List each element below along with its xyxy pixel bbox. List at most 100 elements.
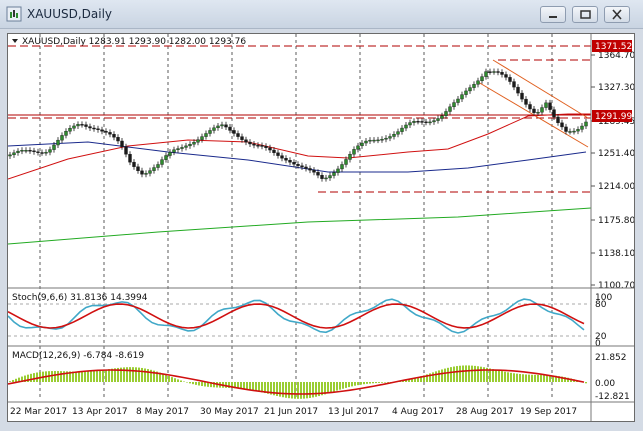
candle-body[interactable] [548, 102, 552, 110]
candle-body[interactable] [20, 150, 24, 152]
candle-body[interactable] [492, 71, 496, 73]
candle-body[interactable] [96, 128, 100, 130]
candle-body[interactable] [384, 137, 388, 140]
candle-body[interactable] [76, 124, 80, 127]
candle-body[interactable] [108, 132, 112, 135]
candle-body[interactable] [316, 172, 320, 176]
candle-body[interactable] [68, 127, 72, 132]
candle-body[interactable] [100, 129, 104, 132]
candle-body[interactable] [152, 167, 156, 171]
candle-body[interactable] [260, 145, 264, 147]
candle-body[interactable] [240, 136, 244, 140]
candle-body[interactable] [224, 124, 228, 128]
candle-body[interactable] [256, 145, 260, 147]
candle-body[interactable] [496, 71, 500, 73]
moving-average-red[interactable] [7, 113, 591, 180]
stoch-main-line[interactable] [7, 298, 585, 334]
window-titlebar[interactable]: XAUUSD,Daily [0, 0, 643, 29]
candle-body[interactable] [560, 122, 564, 128]
candle-body[interactable] [448, 106, 452, 112]
candle-body[interactable] [208, 130, 212, 134]
candle-body[interactable] [356, 145, 360, 150]
candle-body[interactable] [420, 121, 424, 123]
candle-body[interactable] [544, 102, 548, 108]
candle-body[interactable] [540, 107, 544, 113]
candle-body[interactable] [404, 124, 408, 129]
candle-body[interactable] [468, 87, 472, 92]
candle-body[interactable] [160, 159, 164, 165]
candle-body[interactable] [148, 170, 152, 174]
candle-body[interactable] [204, 133, 208, 137]
candle-body[interactable] [452, 102, 456, 108]
macd-signal-line[interactable] [7, 369, 585, 395]
candle-body[interactable] [232, 130, 236, 134]
candle-body[interactable] [476, 80, 480, 85]
candle-body[interactable] [132, 161, 136, 167]
candle-body[interactable] [508, 77, 512, 82]
candle-body[interactable] [464, 90, 468, 95]
candle-body[interactable] [536, 111, 540, 114]
candle-body[interactable] [156, 164, 160, 168]
candle-body[interactable] [488, 71, 492, 73]
channel-lower-line[interactable] [477, 81, 589, 148]
candle-body[interactable] [168, 151, 172, 156]
candle-body[interactable] [432, 120, 436, 123]
candle-body[interactable] [172, 149, 176, 153]
candle-body[interactable] [400, 127, 404, 132]
candle-body[interactable] [60, 135, 64, 141]
candle-body[interactable] [360, 142, 364, 147]
candle-body[interactable] [164, 155, 168, 160]
candle-body[interactable] [504, 74, 508, 78]
candle-body[interactable] [44, 152, 48, 154]
candle-body[interactable] [124, 146, 128, 155]
candle-body[interactable] [88, 126, 92, 129]
candle-body[interactable] [524, 98, 528, 105]
candle-body[interactable] [584, 121, 588, 127]
candle-body[interactable] [552, 109, 556, 118]
chart-area[interactable]: XAUUSD,Daily 1283.91 1293.90 1282.00 129… [7, 33, 635, 422]
candle-body[interactable] [48, 149, 52, 153]
candle-body[interactable] [412, 121, 416, 123]
candle-body[interactable] [196, 139, 200, 143]
candle-body[interactable] [480, 76, 484, 82]
candle-body[interactable] [472, 84, 476, 88]
candle-body[interactable] [220, 124, 224, 127]
candle-body[interactable] [272, 149, 276, 153]
candle-body[interactable] [104, 131, 108, 133]
candle-body[interactable] [428, 121, 432, 124]
macd-panel[interactable]: MACD(12,26,9) -6.784 -8.619 21.852 0.00 … [7, 351, 630, 402]
candle-body[interactable] [528, 104, 532, 110]
candle-body[interactable] [84, 124, 88, 127]
candle-body[interactable] [32, 150, 36, 153]
candle-body[interactable] [248, 141, 252, 145]
candle-body[interactable] [396, 131, 400, 135]
candle-body[interactable] [456, 98, 460, 103]
candle-body[interactable] [332, 172, 336, 176]
candle-body[interactable] [72, 125, 76, 129]
minimize-button[interactable] [540, 6, 566, 23]
candle-body[interactable] [128, 154, 132, 163]
candle-body[interactable] [388, 136, 392, 139]
candle-body[interactable] [212, 127, 216, 131]
candle-body[interactable] [8, 154, 12, 157]
candle-body[interactable] [16, 150, 20, 153]
stochastic-panel[interactable]: Stoch(9,6,6) 31.8136 14.3994 100 80 20 0 [7, 293, 612, 349]
candle-body[interactable] [120, 140, 124, 147]
candle-body[interactable] [64, 130, 68, 136]
candle-body[interactable] [180, 147, 184, 149]
candle-body[interactable] [296, 164, 300, 166]
candle-body[interactable] [392, 134, 396, 137]
candle-body[interactable] [436, 118, 440, 121]
candle-body[interactable] [300, 165, 304, 168]
candle-body[interactable] [408, 122, 412, 126]
candle-body[interactable] [576, 129, 580, 132]
candle-body[interactable] [280, 155, 284, 159]
candle-body[interactable] [340, 164, 344, 170]
candle-body[interactable] [520, 92, 524, 100]
candle-body[interactable] [372, 139, 376, 142]
candle-body[interactable] [556, 116, 560, 124]
candlesticks[interactable] [8, 68, 588, 182]
candle-body[interactable] [364, 140, 368, 144]
candle-body[interactable] [36, 151, 40, 153]
candle-body[interactable] [324, 177, 328, 180]
